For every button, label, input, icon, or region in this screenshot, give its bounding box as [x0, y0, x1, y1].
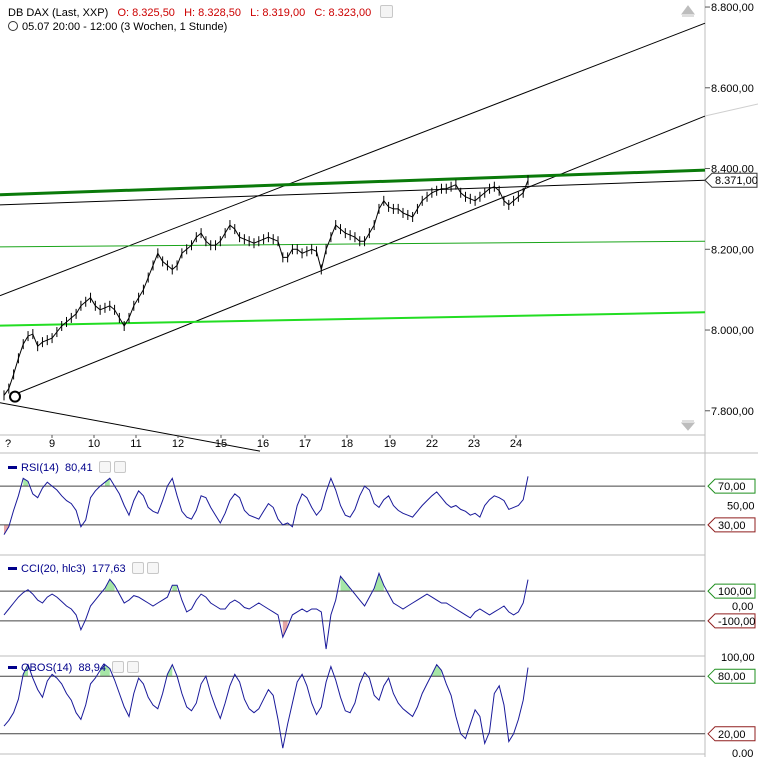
x-tick-label: 24	[510, 438, 522, 450]
close-value: C: 8.323,00	[314, 7, 372, 19]
level-label: 70,00	[718, 481, 746, 493]
rsi-close-icon[interactable]	[113, 461, 126, 473]
channel-extension	[704, 103, 758, 117]
cci-title: CCI(20, hlc3)	[21, 563, 86, 575]
axis-label: 0,00	[732, 748, 753, 757]
cci-value: 177,63	[91, 563, 126, 575]
clock-icon	[8, 21, 18, 31]
series-color-icon	[8, 666, 17, 669]
x-tick-label: 15	[215, 438, 227, 450]
obos-title: OBOS(14)	[21, 662, 73, 674]
x-tick-label: 11	[130, 438, 141, 450]
period-line: 05.07 20:00 - 12:00 (3 Wochen, 1 Stunde)	[8, 21, 227, 33]
cci-settings-icon[interactable]	[131, 562, 144, 574]
level-label-box	[707, 668, 756, 684]
rsi-value: 80,41	[65, 462, 93, 474]
x-tick-label: 10	[88, 438, 100, 450]
axis-label: 50,00	[727, 501, 755, 513]
channel-upper-line	[0, 22, 706, 297]
level-label: 80,00	[718, 671, 746, 683]
obos-value: 88,94	[78, 662, 107, 674]
level-label-box	[707, 583, 756, 599]
cci-close-icon[interactable]	[146, 562, 159, 574]
period-text: 05.07 20:00 - 12:00 (3 Wochen, 1 Stunde)	[22, 21, 228, 33]
settings-icon[interactable]	[380, 5, 394, 18]
trend-line-bright-green-support	[0, 311, 706, 327]
rsi-panel: 70,00 30,00 50,00	[0, 476, 756, 556]
last-value-label: 8.371,00	[715, 175, 758, 187]
cci-panel: 100,00 -100,00 0,00	[0, 571, 756, 657]
overbought-area	[374, 573, 384, 592]
x-tick-label: 16	[257, 438, 269, 450]
price-tick-label: 8.600,00	[711, 83, 754, 95]
obos-settings-icon[interactable]	[112, 661, 125, 673]
scroll-arrows[interactable]	[680, 5, 696, 431]
x-tick-label: ?	[5, 438, 11, 450]
indicator-line	[3, 476, 529, 535]
time-axis: ? 9 10 11 12 15 16 17 18 19 22 23 24	[0, 435, 758, 454]
scroll-down-icon[interactable]	[680, 420, 696, 431]
rsi-title: RSI(14)	[21, 462, 59, 474]
scroll-up-icon[interactable]	[681, 5, 695, 17]
open-value: O: 8.325,50	[117, 7, 175, 19]
price-tick-label: 8.200,00	[711, 244, 754, 256]
channel-down-line	[0, 402, 261, 452]
price-tick-label: 7.800,00	[711, 406, 754, 418]
obos-panel: 80,00 20,00 100,00 0,00	[0, 652, 756, 757]
series-color-icon	[8, 567, 17, 570]
channel-lower-line	[13, 115, 706, 396]
x-tick-label: 22	[426, 438, 438, 450]
overbought-area	[100, 664, 110, 677]
trend-line-horizontal-channel	[0, 179, 706, 206]
level-label-box	[707, 478, 756, 494]
x-tick-label: 12	[172, 438, 184, 450]
price-tick-label: 8.800,00	[711, 2, 754, 14]
x-tick-label: 18	[341, 438, 353, 450]
price-line	[3, 180, 529, 396]
obos-label: OBOS(14) 88,94	[8, 661, 140, 674]
instrument-name: DB DAX (Last, XXP)	[8, 7, 109, 19]
price-tick-label: 8.000,00	[711, 325, 754, 337]
obos-close-icon[interactable]	[127, 661, 140, 673]
x-tick-label: 19	[384, 438, 396, 450]
level-label-box	[707, 613, 756, 629]
level-label: -100,00	[718, 616, 755, 628]
rsi-settings-icon[interactable]	[98, 461, 111, 473]
level-label: 100,00	[718, 586, 752, 598]
cci-label: CCI(20, hlc3) 177,63	[8, 562, 159, 575]
overbought-area	[172, 585, 178, 592]
level-label-box	[707, 726, 756, 742]
high-value: H: 8.328,50	[184, 7, 241, 19]
overbought-area	[104, 478, 110, 487]
indicator-line	[3, 663, 529, 749]
level-label: 20,00	[718, 729, 746, 741]
overbought-area	[23, 478, 29, 487]
oversold-area	[282, 620, 288, 638]
level-label: 30,00	[718, 520, 746, 532]
price-tick-label: 8.400,00	[711, 164, 754, 176]
last-value-box	[704, 172, 758, 188]
x-tick-label: 17	[299, 438, 311, 450]
level-label-box	[707, 517, 756, 533]
axis-label: 0,00	[732, 601, 753, 613]
ohlc-line: DB DAX (Last, XXP) O: 8.325,50 H: 8.328,…	[8, 5, 394, 19]
trend-line-dark-green-resistance	[0, 168, 706, 197]
indicator-line	[3, 571, 529, 650]
x-tick-label: 9	[49, 438, 55, 450]
x-tick-label: 23	[468, 438, 480, 450]
low-value: L: 8.319,00	[250, 7, 306, 19]
trend-line-green-support	[0, 240, 706, 248]
start-marker	[9, 390, 21, 403]
rsi-label: RSI(14) 80,41	[8, 461, 126, 474]
axis-label: 100,00	[721, 652, 755, 664]
series-color-icon	[8, 466, 17, 469]
